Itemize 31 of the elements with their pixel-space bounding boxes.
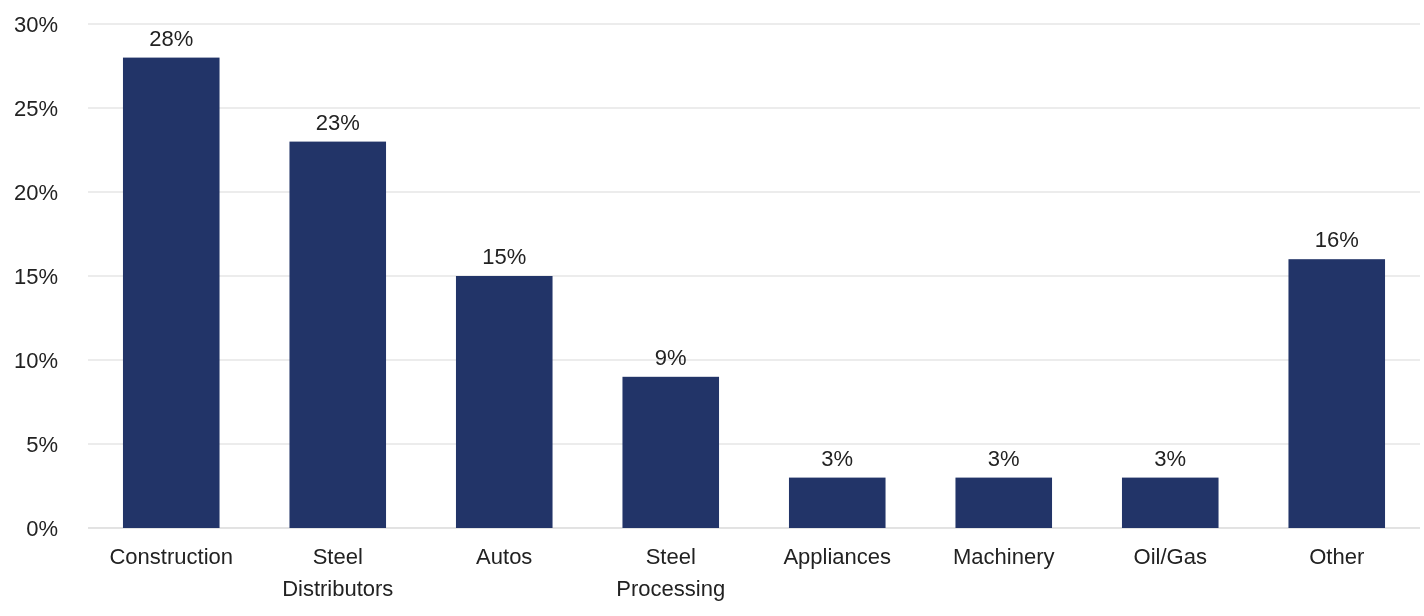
y-tick-label: 5% <box>26 431 58 457</box>
x-tick-label: Other <box>1309 544 1365 569</box>
y-tick-label: 15% <box>13 263 58 289</box>
bar <box>1288 259 1386 528</box>
y-tick-label: 25% <box>13 95 58 121</box>
x-tick-label: Autos <box>476 544 533 569</box>
bar <box>788 477 886 528</box>
y-tick-label: 10% <box>13 347 58 373</box>
bar <box>622 376 720 528</box>
x-tick-label: Oil/Gas <box>1133 544 1207 569</box>
bar <box>122 57 220 528</box>
data-label: 16% <box>1314 227 1359 253</box>
x-tick-label: Appliances <box>783 544 892 569</box>
data-label: 3% <box>821 445 854 471</box>
x-tick-label: Steel Distributors <box>282 544 394 601</box>
bar <box>455 276 553 528</box>
data-label: 3% <box>1154 445 1187 471</box>
data-label: 28% <box>149 25 194 51</box>
bar <box>1121 477 1219 528</box>
x-tick-label: Construction <box>109 544 234 569</box>
y-tick-label: 30% <box>13 11 58 37</box>
data-label: 9% <box>654 344 687 370</box>
data-label: 3% <box>987 445 1020 471</box>
x-tick-label: Steel Processing <box>616 544 726 601</box>
y-tick-label: 20% <box>13 179 58 205</box>
y-tick-label: 0% <box>26 515 58 541</box>
data-label: 15% <box>482 244 527 269</box>
bar <box>955 477 1053 528</box>
data-label: 23% <box>315 109 360 135</box>
x-tick-label: Machinery <box>953 544 1055 569</box>
bar <box>289 141 387 528</box>
